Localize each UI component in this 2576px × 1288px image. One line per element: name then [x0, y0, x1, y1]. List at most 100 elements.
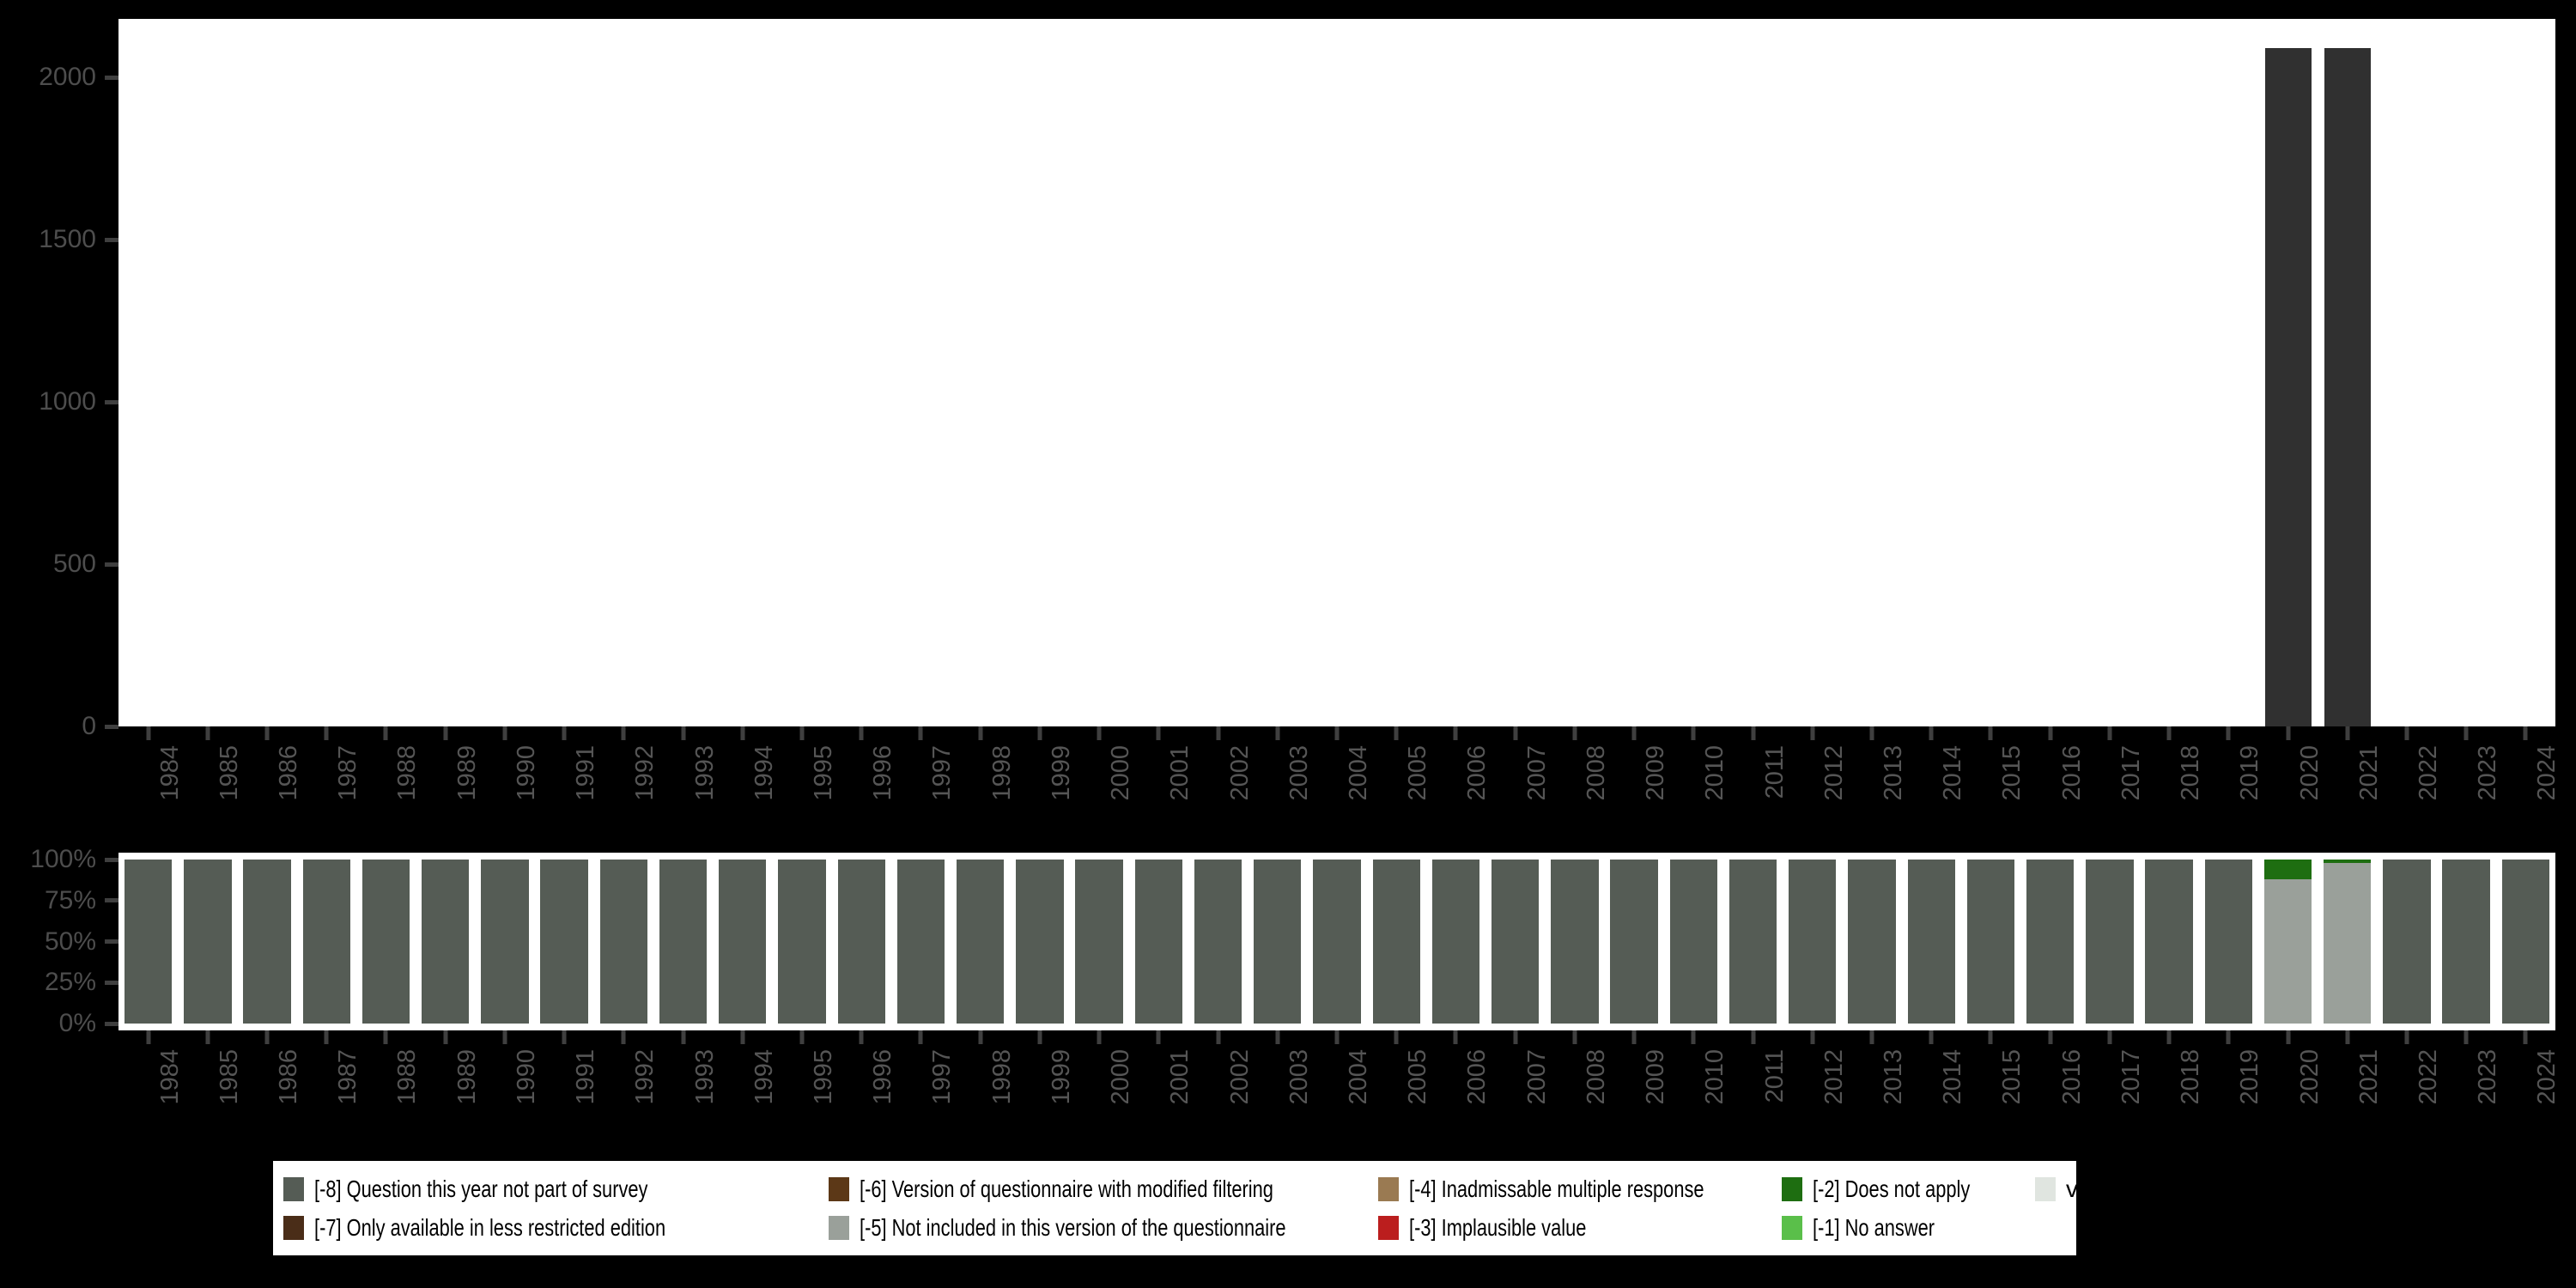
stack-segment[interactable]	[1313, 860, 1361, 1024]
stack-segment[interactable]	[659, 860, 708, 1024]
stacked-bar-2014[interactable]	[1907, 860, 1955, 1024]
stack-segment[interactable]	[1254, 860, 1302, 1024]
stack-segment[interactable]	[124, 860, 173, 1024]
legend-item[interactable]: [-6] Version of questionnaire with modif…	[829, 1170, 1378, 1208]
stacked-bar-2009[interactable]	[1610, 860, 1658, 1024]
legend-item[interactable]: [-8] Question this year not part of surv…	[283, 1170, 829, 1208]
count-bar-2021[interactable]	[2324, 48, 2371, 726]
stacked-bar-1997[interactable]	[896, 860, 945, 1024]
stack-segment[interactable]	[243, 860, 291, 1024]
stack-segment[interactable]	[956, 860, 1005, 1024]
stack-segment[interactable]	[2263, 878, 2312, 1024]
stack-segment[interactable]	[1966, 860, 2015, 1024]
stack-segment[interactable]	[2026, 860, 2075, 1024]
stack-segment[interactable]	[1134, 860, 1183, 1024]
stack-segment[interactable]	[1075, 860, 1123, 1024]
stacked-bar-2003[interactable]	[1254, 860, 1302, 1024]
stacked-bar-1985[interactable]	[184, 860, 232, 1024]
stacked-bar-1994[interactable]	[719, 860, 767, 1024]
stacked-bar-1984[interactable]	[124, 860, 173, 1024]
stack-segment[interactable]	[1728, 860, 1777, 1024]
stacked-bar-2012[interactable]	[1789, 860, 1837, 1024]
stacked-bar-2002[interactable]	[1194, 860, 1242, 1024]
stack-segment[interactable]	[2442, 860, 2490, 1024]
stacked-bar-1991[interactable]	[540, 860, 588, 1024]
stacked-bar-2015[interactable]	[1966, 860, 2015, 1024]
legend-item[interactable]: [-5] Not included in this version of the…	[829, 1208, 1378, 1247]
stack-segment[interactable]	[1848, 860, 1896, 1024]
stacked-bar-1996[interactable]	[837, 860, 885, 1024]
stacked-bar-2004[interactable]	[1313, 860, 1361, 1024]
stacked-bar-2019[interactable]	[2204, 860, 2252, 1024]
stacked-bar-1990[interactable]	[481, 860, 529, 1024]
stack-segment[interactable]	[719, 860, 767, 1024]
stack-segment[interactable]	[1491, 860, 1540, 1024]
stack-segment[interactable]	[2204, 860, 2252, 1024]
stack-segment[interactable]	[1194, 860, 1242, 1024]
stacked-bar-2005[interactable]	[1372, 860, 1420, 1024]
stack-segment[interactable]	[1610, 860, 1658, 1024]
stacked-bar-1988[interactable]	[361, 860, 410, 1024]
stack-segment[interactable]	[1789, 860, 1837, 1024]
stack-segment[interactable]	[2086, 860, 2134, 1024]
stacked-bar-1993[interactable]	[659, 860, 708, 1024]
stacked-bar-2017[interactable]	[2086, 860, 2134, 1024]
stack-segment[interactable]	[361, 860, 410, 1024]
stacked-bar-2018[interactable]	[2145, 860, 2193, 1024]
stacked-bar-1998[interactable]	[956, 860, 1005, 1024]
stacked-bar-2001[interactable]	[1134, 860, 1183, 1024]
legend-label: [-7] Only available in less restricted e…	[314, 1213, 666, 1241]
x-tick-label-1985: 1985	[215, 1049, 243, 1105]
stacked-bar-1987[interactable]	[302, 860, 350, 1024]
stack-segment[interactable]	[2145, 860, 2193, 1024]
stack-segment[interactable]	[1016, 860, 1064, 1024]
stack-segment[interactable]	[2263, 860, 2312, 879]
legend-label: [-4] Inadmissable multiple response	[1409, 1175, 1704, 1202]
stacked-bar-2023[interactable]	[2442, 860, 2490, 1024]
stack-segment[interactable]	[2383, 860, 2431, 1024]
stack-segment[interactable]	[837, 860, 885, 1024]
legend-item[interactable]: [-1] No answer	[1782, 1208, 2087, 1247]
stacked-bar-1989[interactable]	[422, 860, 470, 1024]
stack-segment[interactable]	[540, 860, 588, 1024]
stacked-bar-2022[interactable]	[2383, 860, 2431, 1024]
legend-swatch	[1378, 1215, 1399, 1240]
stacked-bar-2010[interactable]	[1669, 860, 1717, 1024]
stacked-bar-2013[interactable]	[1848, 860, 1896, 1024]
stacked-bar-2008[interactable]	[1551, 860, 1599, 1024]
stack-segment[interactable]	[2324, 860, 2372, 863]
stacked-bar-2000[interactable]	[1075, 860, 1123, 1024]
stacked-bar-2020[interactable]	[2263, 860, 2312, 1024]
stacked-bar-1995[interactable]	[778, 860, 826, 1024]
stacked-bar-1992[interactable]	[599, 860, 648, 1024]
stack-segment[interactable]	[1907, 860, 1955, 1024]
legend-item[interactable]: [-4] Inadmissable multiple response	[1378, 1170, 1782, 1208]
stack-segment[interactable]	[481, 860, 529, 1024]
stack-segment[interactable]	[1372, 860, 1420, 1024]
stack-segment[interactable]	[2501, 860, 2550, 1024]
stacked-bar-1999[interactable]	[1016, 860, 1064, 1024]
stacked-bar-2021[interactable]	[2324, 860, 2372, 1024]
stack-segment[interactable]	[599, 860, 648, 1024]
stacked-bar-2024[interactable]	[2501, 860, 2550, 1024]
stacked-bar-2006[interactable]	[1431, 860, 1480, 1024]
legend-item[interactable]: [-3] Implausible value	[1378, 1208, 1782, 1247]
count-bar-2020[interactable]	[2264, 48, 2312, 726]
legend-item[interactable]: valid cases	[2035, 1170, 2185, 1208]
stack-segment[interactable]	[896, 860, 945, 1024]
stack-segment[interactable]	[1551, 860, 1599, 1024]
stack-segment[interactable]	[2324, 862, 2372, 1024]
stacked-bar-2007[interactable]	[1491, 860, 1540, 1024]
stacked-bar-2016[interactable]	[2026, 860, 2075, 1024]
legend-item[interactable]: [-2] Does not apply	[1782, 1170, 2014, 1208]
stack-segment[interactable]	[422, 860, 470, 1024]
x-tick-mark-2024	[2523, 1030, 2528, 1044]
legend-item[interactable]: [-7] Only available in less restricted e…	[283, 1208, 829, 1247]
stacked-bar-2011[interactable]	[1728, 860, 1777, 1024]
stack-segment[interactable]	[1431, 860, 1480, 1024]
stack-segment[interactable]	[778, 860, 826, 1024]
stack-segment[interactable]	[302, 860, 350, 1024]
stack-segment[interactable]	[1669, 860, 1717, 1024]
stack-segment[interactable]	[184, 860, 232, 1024]
stacked-bar-1986[interactable]	[243, 860, 291, 1024]
